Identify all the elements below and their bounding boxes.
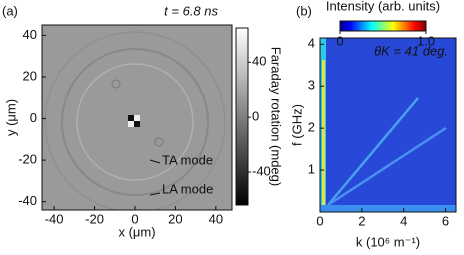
x-tick-label: 6 xyxy=(442,213,449,228)
y-tick-label: 40 xyxy=(23,27,37,42)
y-tick-label: -20 xyxy=(18,152,37,167)
x-tick-label: 20 xyxy=(168,211,182,226)
chart-title: t = 6.8 ns xyxy=(164,3,218,18)
colorbar-label: Faraday rotation (mdeg) xyxy=(269,47,284,186)
y-tick-label: -40 xyxy=(18,193,37,208)
panel-label: (a) xyxy=(2,3,18,18)
colorbar-tick-label: 1.0 xyxy=(417,33,435,48)
y-tick-label: 20 xyxy=(23,68,37,83)
chart-title: θK = 41 deg. xyxy=(374,43,448,58)
colorbar-tick-label: 0 xyxy=(336,33,343,48)
y-tick-label: 2 xyxy=(308,120,315,135)
annotation: LA mode xyxy=(162,181,213,196)
x-tick-label: -40 xyxy=(45,211,64,226)
x-tick-label: 2 xyxy=(358,213,365,228)
x-tick-label: -20 xyxy=(85,211,104,226)
x-tick-label: 40 xyxy=(209,211,223,226)
x-tick-label: 0 xyxy=(316,213,323,228)
colorbar xyxy=(339,20,427,32)
frame xyxy=(319,37,457,213)
dispersion-map xyxy=(320,38,456,212)
y-tick-label: 0 xyxy=(30,110,37,125)
colorbar xyxy=(235,27,249,206)
x-axis-label: x (μm) xyxy=(118,224,155,239)
colorbar-tick-label: 40 xyxy=(252,54,266,69)
x-tick-label: 4 xyxy=(400,213,407,228)
y-tick-label: 4 xyxy=(308,36,315,51)
y-tick-label: 1 xyxy=(308,162,315,177)
colorbar-label: Intensity (arb. units) xyxy=(326,0,440,13)
annotation: TA mode xyxy=(162,152,213,167)
x-tick-label: 0 xyxy=(131,211,138,226)
y-axis-label: f (GHz) xyxy=(289,104,304,146)
panel-label: (b) xyxy=(296,3,312,18)
y-tick-label: 3 xyxy=(308,78,315,93)
colorbar-tick-label: -40 xyxy=(252,164,271,179)
faraday-image xyxy=(42,25,232,210)
colorbar-tick-label: 0 xyxy=(252,109,259,124)
frame xyxy=(41,24,233,211)
y-axis-label: y (μm) xyxy=(3,99,18,136)
x-axis-label: k (10⁶ m⁻¹) xyxy=(356,234,420,249)
